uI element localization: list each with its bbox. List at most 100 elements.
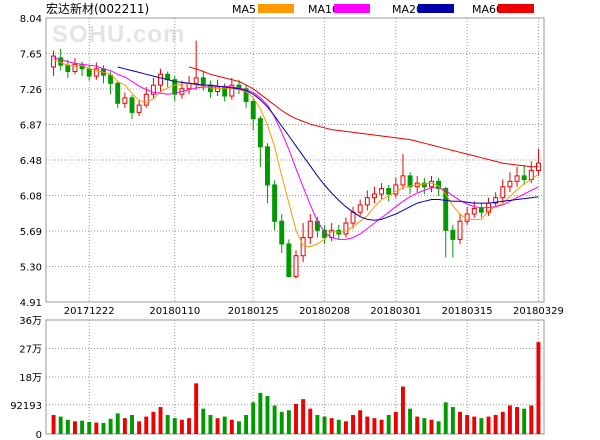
volume-bar	[158, 407, 163, 434]
volume-bar	[201, 408, 206, 434]
ma5-line	[53, 59, 539, 248]
candle-body-up	[158, 73, 163, 86]
candle-body-up	[493, 197, 499, 204]
volume-bar	[222, 416, 227, 434]
volume-bar	[179, 419, 184, 434]
candle-body-down	[172, 79, 178, 95]
price-tick-label: 5.69	[20, 227, 42, 238]
volume-bar	[415, 416, 420, 434]
price-tick-label: 7.26	[20, 85, 42, 96]
candle-body-up	[379, 188, 385, 195]
volume-bar	[65, 419, 70, 434]
volume-bar	[144, 416, 149, 434]
legend-label-ma20: MA20	[392, 3, 423, 16]
date-tick-label: 20180329	[513, 306, 564, 317]
price-tick-label: 6.08	[20, 192, 42, 203]
volume-bar	[372, 418, 377, 434]
volume-bar	[458, 411, 462, 434]
volume-bar	[108, 418, 113, 434]
candle-body-down	[108, 74, 114, 84]
candle-body-up	[136, 104, 142, 113]
volume-bar	[436, 421, 441, 434]
volume-bar	[450, 407, 455, 434]
volume-bar	[258, 392, 263, 434]
chart-title: 宏达新材(002211)	[46, 1, 149, 16]
legend: MA5 MA10 MA20 MA60	[232, 3, 534, 16]
volume-bar	[536, 342, 541, 434]
volume-bar	[379, 419, 384, 434]
candle-body-down	[250, 100, 256, 120]
candle-body-up	[293, 255, 299, 278]
legend-swatch-ma60	[498, 4, 534, 13]
candle-body-up	[93, 68, 99, 77]
candle-body-down	[443, 188, 449, 231]
volume-bar	[429, 419, 434, 434]
volume-bar	[308, 408, 313, 434]
volume-bar	[315, 415, 320, 434]
volume-bar	[279, 411, 284, 434]
volume-bar	[365, 416, 370, 434]
candle-body-down	[65, 64, 71, 73]
candle-body-down	[450, 229, 456, 240]
volume-bar	[515, 407, 520, 434]
volume-bar	[486, 416, 491, 434]
candle-body-up	[371, 193, 377, 199]
volume-bar	[507, 405, 512, 434]
volume-bar	[58, 416, 63, 434]
price-tick-label: 6.87	[20, 121, 42, 132]
volume-bar	[294, 403, 298, 434]
candle-body-up	[464, 213, 470, 222]
candle-body-down	[200, 77, 206, 86]
candle-body-down	[279, 220, 285, 245]
volume-bar	[472, 416, 477, 434]
volume-bar	[151, 411, 156, 434]
date-tick-label: 20180125	[228, 306, 279, 317]
price-axis: 8.04 7.65 7.26 6.87 6.48 6.08 5.69 5.30 4.91	[20, 14, 42, 309]
legend-swatch-ma20	[418, 4, 454, 13]
volume-bar	[265, 396, 270, 434]
volume-tick-label: 36万	[19, 316, 42, 327]
volume-bar	[251, 402, 256, 434]
volume-bar	[408, 408, 413, 434]
volume-tick-label: 27万	[19, 345, 42, 356]
watermark-text: SOHU.com	[52, 21, 185, 48]
price-panel: 8.04 7.65 7.26 6.87 6.48 6.08 5.69 5.30 4.91	[20, 14, 545, 309]
candle-body-up	[72, 63, 78, 73]
volume-bar	[529, 405, 534, 434]
volume-bar	[194, 383, 199, 434]
candle-body-up	[122, 97, 128, 104]
candle-body-down	[272, 184, 278, 222]
volume-bar	[301, 399, 306, 434]
candlestick-series	[51, 40, 541, 279]
volume-bar	[443, 402, 448, 434]
volume-bar	[51, 415, 56, 434]
volume-bar	[479, 418, 484, 434]
date-tick-label: 20180110	[149, 306, 200, 317]
candle-body-down	[265, 146, 270, 186]
candle-body-down	[129, 97, 135, 113]
candle-body-up	[300, 237, 306, 257]
ma10-line	[53, 57, 539, 240]
volume-bar	[87, 421, 92, 434]
candle-body-up	[471, 208, 477, 215]
price-tick-label: 7.65	[20, 50, 42, 61]
candle-body-up	[514, 175, 520, 182]
moving-average-lines	[53, 57, 539, 248]
candle-body-down	[86, 68, 92, 77]
volume-bar	[329, 418, 334, 434]
volume-bar	[343, 421, 348, 434]
candle-body-up	[457, 220, 463, 240]
volume-bar	[465, 415, 470, 434]
date-tick-label: 20180315	[442, 306, 493, 317]
volume-tick-label: 18万	[19, 373, 42, 384]
candle-body-down	[478, 208, 484, 213]
ma20-line	[117, 66, 539, 221]
date-tick-label: 20180301	[370, 306, 421, 317]
volume-bar	[400, 386, 405, 434]
candle-body-down	[115, 82, 121, 104]
volume-bar	[493, 415, 498, 434]
legend-swatch-ma10	[334, 4, 370, 13]
candle-body-down	[521, 175, 527, 181]
